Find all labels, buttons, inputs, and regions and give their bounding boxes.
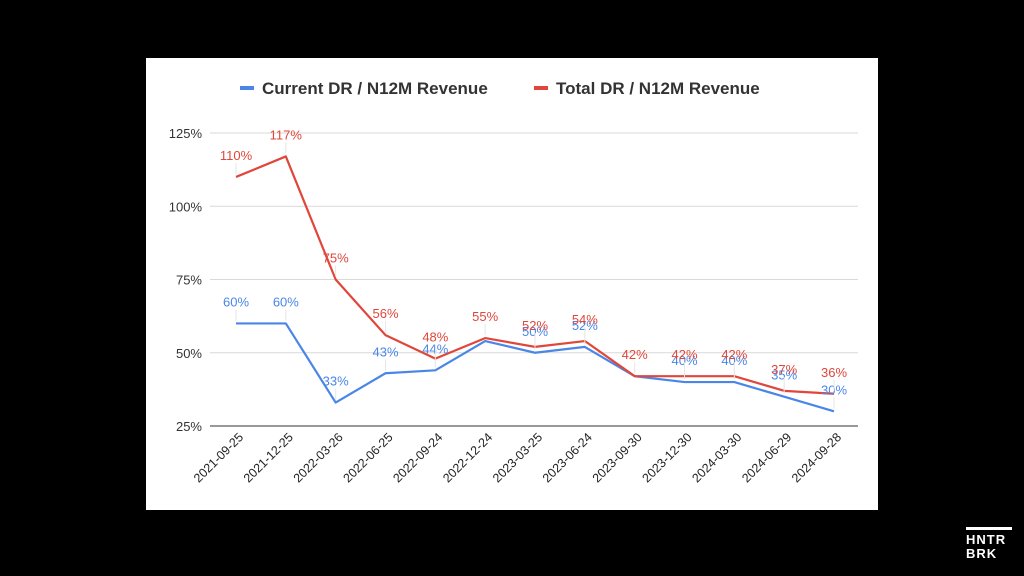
gridlines [210, 132, 858, 427]
data-label: 40% [721, 353, 747, 368]
line-chart: Current DR / N12M Revenue Total DR / N12… [169, 79, 858, 485]
x-tick-label: 2024-03-30 [689, 430, 744, 485]
brand-logo: HNTR BRK [966, 527, 1014, 563]
data-label: 42% [721, 347, 747, 362]
x-tick-label: 2022-06-25 [341, 430, 396, 485]
data-label: 43% [372, 344, 398, 359]
x-tick-label: 2023-03-25 [490, 430, 545, 485]
data-label: 37% [771, 362, 797, 377]
y-tick-label: 100% [169, 199, 203, 214]
x-tick-label: 2024-06-29 [739, 430, 794, 485]
data-label: 40% [671, 353, 697, 368]
logo-line2: BRK [966, 546, 998, 561]
logo-line1: HNTR [966, 532, 1007, 547]
x-axis: 2021-09-252021-12-252022-03-262022-06-25… [191, 430, 844, 485]
chart-card: Current DR / N12M Revenue Total DR / N12… [146, 58, 878, 510]
data-label: 52% [522, 318, 548, 333]
y-tick-label: 25% [176, 419, 202, 434]
data-label: 52% [572, 318, 598, 333]
data-label: 75% [323, 251, 349, 266]
legend-total: Total DR / N12M Revenue [556, 79, 760, 98]
y-tick-label: 125% [169, 126, 203, 141]
y-axis: 25% 50% 75% 100% 125% [169, 126, 203, 434]
legend-current: Current DR / N12M Revenue [262, 79, 488, 98]
series-line-current [236, 322, 835, 413]
x-tick-label: 2022-03-26 [291, 430, 346, 485]
data-label: 35% [771, 368, 797, 383]
y-tick-label: 50% [176, 346, 202, 361]
x-tick-label: 2021-09-25 [191, 430, 246, 485]
x-tick-label: 2023-09-30 [590, 430, 645, 485]
data-label: 50% [522, 324, 548, 339]
x-tick-label: 2023-12-30 [640, 430, 695, 485]
data-label: 42% [671, 347, 697, 362]
data-label: 54% [572, 312, 598, 327]
data-label: 33% [323, 374, 349, 389]
x-tick-label: 2021-12-25 [241, 430, 296, 485]
data-label: 36% [821, 365, 847, 380]
data-label: 60% [223, 294, 249, 309]
data-label: 56% [372, 306, 398, 321]
data-label: 110% [220, 148, 253, 163]
x-tick-label: 2022-12-24 [440, 430, 495, 485]
y-tick-label: 75% [176, 273, 202, 288]
data-label: 55% [472, 309, 498, 324]
data-label: 42% [622, 347, 648, 362]
x-tick-label: 2024-09-28 [789, 430, 844, 485]
logo-bar [966, 527, 1012, 530]
data-labels: 60% 60%33%43% 44%50% 52%40% 40%35%30%110%117… [220, 127, 847, 409]
data-label: 48% [422, 330, 448, 345]
data-label: 117% [270, 127, 303, 142]
x-tick-label: 2023-06-24 [540, 430, 595, 485]
chart-legend: Current DR / N12M Revenue Total DR / N12… [240, 79, 760, 98]
x-tick-label: 2022-09-24 [390, 430, 445, 485]
data-label: 60% [273, 294, 299, 309]
